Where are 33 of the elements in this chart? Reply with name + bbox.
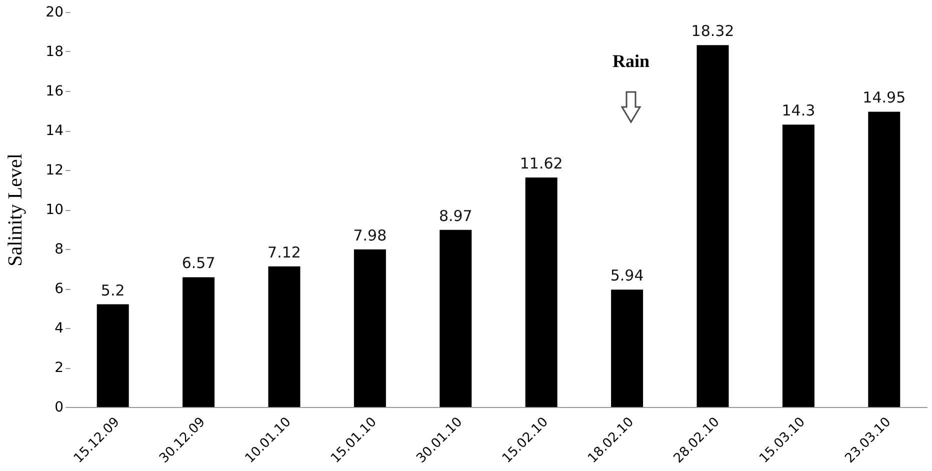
data-label: 18.32: [691, 22, 734, 40]
bar: [696, 45, 729, 407]
data-label: 5.2: [100, 281, 125, 300]
y-tick-label: 16: [46, 84, 64, 100]
data-label: 7.98: [353, 226, 387, 244]
y-tick-label: 20: [46, 4, 64, 20]
y-tick-label: 18: [46, 44, 64, 60]
bar: [868, 112, 900, 407]
y-tick-label: 6: [54, 281, 64, 297]
bar: [782, 124, 814, 407]
data-label: 5.94: [610, 266, 644, 285]
data-label: 14.95: [862, 88, 906, 107]
bar: [611, 290, 644, 407]
y-tick-label: 14: [46, 123, 64, 139]
data-label: 11.62: [520, 154, 563, 173]
data-label: 6.57: [182, 254, 216, 272]
bar: [354, 249, 386, 407]
bar: [525, 178, 558, 407]
data-label: 7.12: [268, 243, 301, 262]
y-tick-label: 12: [46, 162, 64, 178]
y-tick-label: 10: [46, 202, 64, 218]
y-tick-label: 2: [54, 360, 64, 376]
bar: [96, 304, 129, 407]
y-tick-label: 0: [54, 400, 64, 416]
y-tick-label: 8: [54, 242, 64, 258]
bar: [268, 266, 300, 407]
annotation: Rain: [612, 51, 650, 71]
y-axis-title: Salinity Level: [4, 153, 27, 266]
data-label: 14.3: [782, 102, 816, 120]
y-tick-label: 4: [54, 320, 64, 336]
data-label: 8.97: [438, 206, 472, 225]
bar: [182, 277, 215, 407]
bar: [440, 230, 472, 407]
